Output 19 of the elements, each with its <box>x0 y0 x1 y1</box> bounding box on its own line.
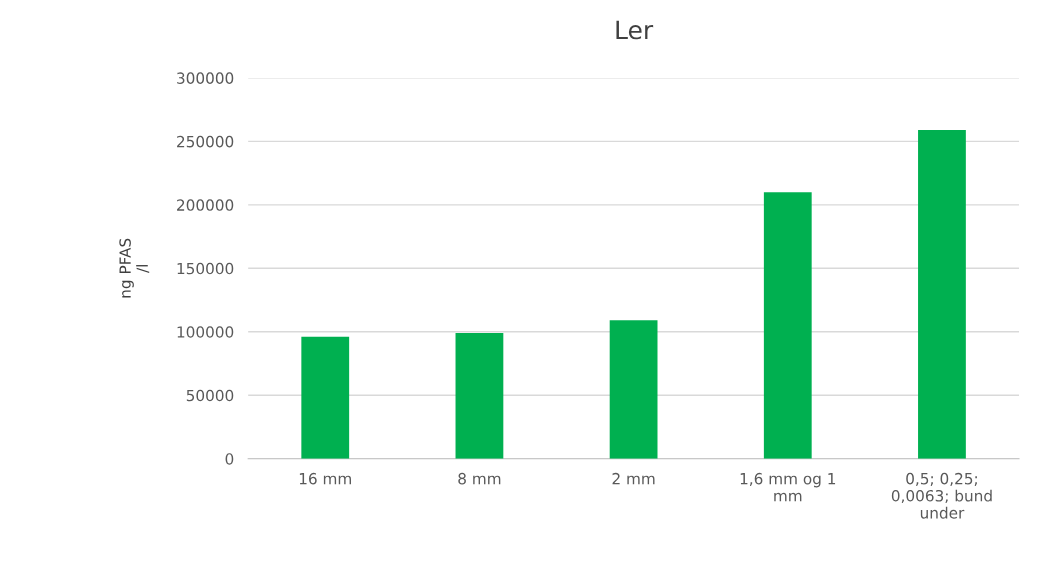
y-tick-label: 300000 <box>177 72 234 84</box>
bar <box>609 320 658 459</box>
bar <box>918 129 966 459</box>
y-tick-label: 50000 <box>186 389 234 402</box>
y-tick-label: 250000 <box>177 135 234 148</box>
x-tick-label: 8 mm <box>458 472 501 485</box>
x-tick-label: 0,5; 0,25; 0,0063; bund under <box>891 472 992 519</box>
x-tick-label: 2 mm <box>612 472 655 485</box>
bar <box>455 333 504 459</box>
x-tick-label: 16 mm <box>299 472 351 485</box>
y-tick-label: 200000 <box>177 199 234 211</box>
y-tick-label: 150000 <box>177 262 234 275</box>
chart-title: Ler <box>616 20 654 40</box>
bar <box>763 192 812 459</box>
y-axis-title: ng PFAS /l <box>119 238 150 298</box>
y-tick-label: 100000 <box>177 326 234 338</box>
x-tick-label: 1,6 mm og 1 mm <box>740 472 836 502</box>
bar <box>301 336 350 459</box>
y-tick-label: 0 <box>225 453 234 465</box>
